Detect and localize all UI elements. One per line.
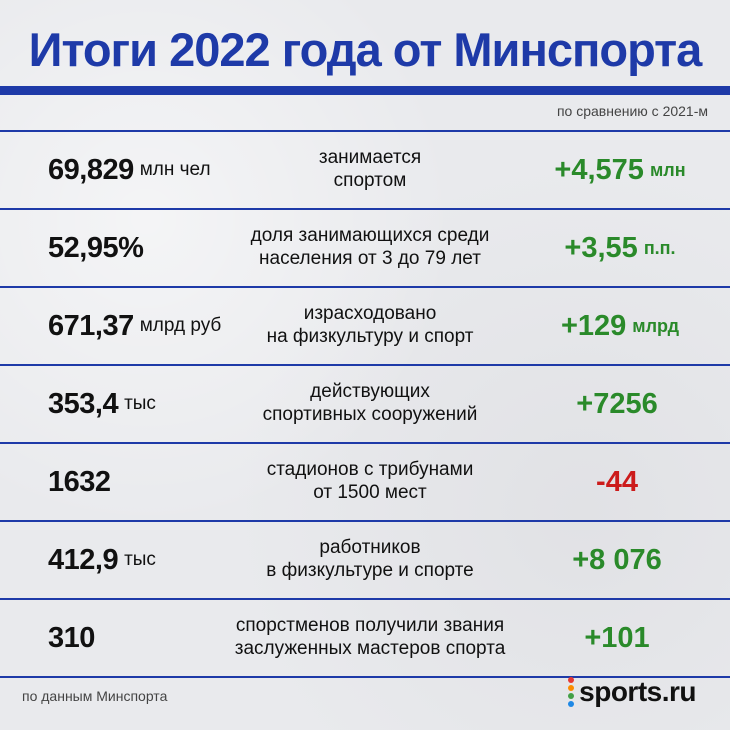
- stat-value: 310: [48, 600, 101, 676]
- stat-number: 310: [48, 621, 95, 654]
- stat-description-line: заслуженных мастеров спорта: [234, 638, 506, 659]
- table-row: 1632 стадионов с трибунами от 1500 мест -…: [0, 444, 730, 522]
- stat-description-line: занимается: [318, 147, 422, 169]
- change-number: +4,575: [554, 153, 644, 186]
- stat-value: 69,829 млн чел: [48, 132, 211, 208]
- stat-change: +4,575 млн: [520, 132, 720, 208]
- stat-value: 353,4 тыс: [48, 366, 156, 442]
- table-row: 353,4 тыс действующих спортивных сооружен…: [0, 366, 730, 444]
- stat-number: 69,829: [48, 153, 134, 186]
- change-unit: млн: [649, 159, 686, 180]
- stat-description-line: доля занимающихся среди: [250, 225, 490, 247]
- stat-description: действующих спортивных сооружений: [215, 366, 525, 442]
- table-row: 52,95% доля занимающихся среди населения …: [0, 210, 730, 288]
- logo-dot: [568, 685, 575, 691]
- stat-description-line: спортом: [333, 170, 407, 191]
- stat-unit: тыс: [124, 393, 156, 414]
- sports-ru-logo[interactable]: sports.ru: [568, 676, 696, 708]
- stat-unit: тыс: [124, 549, 156, 570]
- stat-change: -44: [520, 444, 720, 520]
- stat-description: работников в физкультуре и спорте: [215, 522, 525, 598]
- change-unit: млрд: [632, 315, 680, 336]
- comparison-note: по сравнению с 2021-м: [556, 103, 708, 119]
- stat-description-line: спортивных сооружений: [262, 404, 478, 425]
- stat-description-line: израсходовано: [303, 303, 437, 325]
- stat-description-line: в физкультуре и спорте: [266, 560, 474, 581]
- logo-dot: [568, 693, 575, 699]
- change-number: +8 076: [572, 543, 662, 576]
- sports-ru-dots-icon: [568, 677, 575, 707]
- stat-description-line: действующих: [310, 381, 430, 403]
- stat-description-line: работников: [319, 537, 421, 559]
- title-divider: [0, 86, 730, 95]
- change-number: -44: [596, 465, 638, 498]
- stat-value: 412,9 тыс: [48, 522, 156, 598]
- stat-value: 1632: [48, 444, 117, 520]
- change-number: +101: [584, 621, 650, 654]
- stat-description: занимается спортом: [215, 132, 525, 208]
- logo-text: sports.ru: [579, 676, 696, 707]
- source-note: по данным Минспорта: [22, 688, 168, 704]
- stat-description: израсходовано на физкультуру и спорт: [215, 288, 525, 364]
- table-row: 671,37 млрд руб израсходовано на физкульт…: [0, 288, 730, 366]
- stat-number: 1632: [48, 465, 111, 498]
- stat-change: +3,55 п.п.: [520, 210, 720, 286]
- stat-number: 412,9: [48, 543, 119, 576]
- stat-number: 671,37: [48, 309, 134, 342]
- stat-value: 52,95%: [48, 210, 149, 286]
- change-number: +3,55: [564, 231, 638, 264]
- stat-description-line: стадионов с трибунами: [266, 459, 474, 481]
- change-number: +129: [560, 309, 627, 342]
- stat-description: стадионов с трибунами от 1500 мест: [215, 444, 525, 520]
- logo-dot: [568, 701, 575, 707]
- change-number: +7256: [576, 387, 658, 420]
- stats-table: 69,829 млн чел занимается спортом +4,575 …: [0, 130, 730, 678]
- stat-unit: млн чел: [139, 159, 211, 180]
- stat-description-line: спорстменов получили звания: [235, 615, 505, 637]
- stat-change: +101: [520, 600, 720, 676]
- stat-description: спорстменов получили звания заслуженных м…: [215, 600, 525, 676]
- change-unit: п.п.: [643, 237, 676, 258]
- stat-description-line: на физкультуру и спорт: [266, 326, 474, 347]
- logo-dot: [568, 677, 575, 683]
- stat-number: 353,4: [48, 387, 119, 420]
- stat-description-line: населения от 3 до 79 лет: [259, 248, 481, 269]
- stat-unit: млрд руб: [139, 315, 222, 336]
- stat-description: доля занимающихся среди населения от 3 до…: [215, 210, 525, 286]
- table-row: 310 спорстменов получили звания заслуженн…: [0, 600, 730, 678]
- page-title: Итоги 2022 года от Минспорта: [28, 23, 703, 76]
- stat-change: +129 млрд: [520, 288, 720, 364]
- stat-number: 52,95%: [48, 231, 144, 264]
- stat-change: +7256: [520, 366, 720, 442]
- stat-description-line: от 1500 мест: [313, 482, 427, 503]
- table-row: 412,9 тыс работников в физкультуре и спор…: [0, 522, 730, 600]
- stat-change: +8 076: [520, 522, 720, 598]
- stat-value: 671,37 млрд руб: [48, 288, 221, 364]
- table-row: 69,829 млн чел занимается спортом +4,575 …: [0, 130, 730, 210]
